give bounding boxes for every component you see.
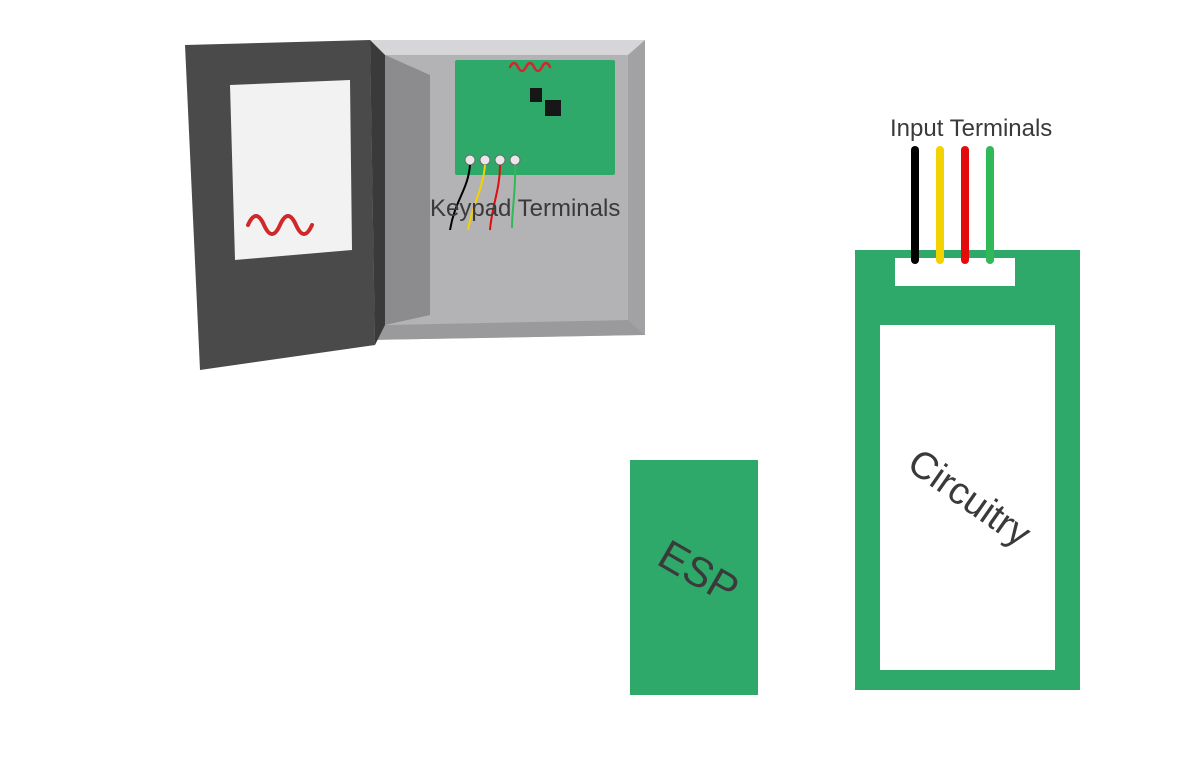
esp-block: ESP [630,460,758,695]
terminal-dot [510,155,520,165]
enclosure-top [370,40,645,55]
pcb-chip [545,100,561,116]
inner-pcb-board [455,60,615,175]
enclosure-left-inner [385,55,430,325]
door-panel [230,80,352,260]
keypad-terminals-label: Keypad Terminals [430,195,620,223]
circuit-block: Circuitry [855,250,1080,690]
input-terminals-label: Input Terminals [890,115,1052,143]
terminal-dot [465,155,475,165]
enclosure-door [185,40,385,370]
terminal-dot [495,155,505,165]
input-wires [915,150,990,260]
pcb-chip [530,88,542,102]
terminal-dot [480,155,490,165]
enclosure-right-side [628,40,645,335]
